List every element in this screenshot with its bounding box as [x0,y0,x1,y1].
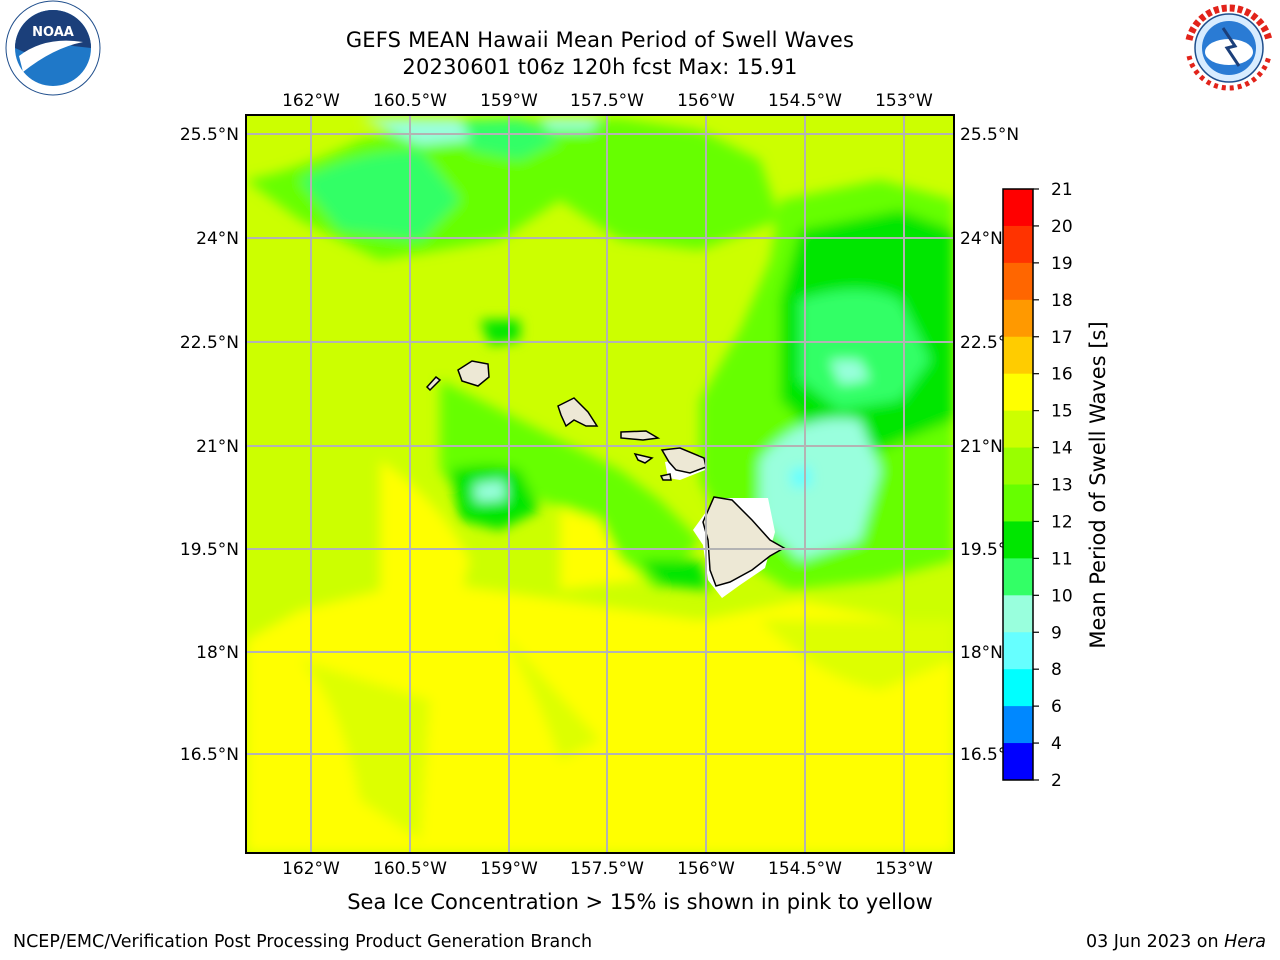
colorbar-tick-label: 18 [1051,291,1073,311]
colorbar-ticks: 21 20 19 18 17 16 15 14 13 12 11 10 9 8 6 4 2 [1033,180,1073,791]
colorbar-tick-label: 16 [1051,365,1073,385]
colorbar-swatch [1003,521,1033,559]
lon-label-top: 160.5°W [373,91,447,111]
svg-text:NOAA: NOAA [32,25,74,40]
footer-host: Hera [1224,932,1266,952]
footer-credit: NCEP/EMC/Verification Post Processing Pr… [13,932,593,952]
colorbar-swatch [1003,410,1033,449]
swell-period-field [246,115,954,853]
lon-label-top: 162°W [282,91,340,111]
lat-label-left: 24°N [196,229,239,249]
lon-label-bottom: 157.5°W [570,859,644,879]
colorbar-tick-label: 21 [1051,180,1073,200]
lon-label-top: 159°W [480,91,538,111]
lon-label-bottom: 160.5°W [373,859,447,879]
hawaiian-islands [425,360,786,587]
colorbar-tick-label: 6 [1051,697,1062,717]
colorbar-swatch [1003,447,1033,485]
footer-date: 03 Jun 2023 on Hera [1086,932,1266,952]
lon-label-bottom: 153°W [875,859,933,879]
lat-label-left: 18°N [196,643,239,663]
graticule [246,115,954,853]
colorbar-swatch [1003,189,1033,227]
lat-labels-left: 25.5°N 24°N 22.5°N 21°N 19.5°N 18°N 16.5°N [180,125,239,765]
lon-labels-top: 162°W 160.5°W 159°W 157.5°W 156°W 154.5°W 153°… [282,91,933,111]
colorbar-tick-label: 14 [1051,439,1073,459]
colorbar [1002,188,1034,781]
lon-label-bottom: 154.5°W [768,859,842,879]
map-caption: Sea Ice Concentration > 15% is shown in … [347,890,933,914]
colorbar-tick-label: 19 [1051,254,1073,274]
colorbar-swatch [1003,669,1033,707]
lat-label-right: 25.5°N [960,125,1019,145]
colorbar-tick-label: 10 [1051,586,1073,606]
colorbar-tick-label: 2 [1051,771,1062,791]
chart-subtitle: 20230601 t06z 120h fcst Max: 15.91 [402,55,798,79]
lat-label-right: 21°N [960,437,1003,457]
lon-label-top: 154.5°W [768,91,842,111]
colorbar-swatch [1003,632,1033,670]
colorbar-tick-label: 20 [1051,217,1073,237]
lon-labels-bottom: 162°W 160.5°W 159°W 157.5°W 156°W 154.5°W 153°… [282,859,933,879]
footer-date-text: 03 Jun 2023 on [1085,932,1225,952]
colorbar-swatch [1003,743,1033,781]
lat-label-right: 18°N [960,643,1003,663]
map-frame [245,114,955,854]
lon-label-top: 156°W [677,91,735,111]
lat-label-right: 24°N [960,229,1003,249]
lon-label-bottom: 162°W [282,859,340,879]
lat-label-left: 22.5°N [180,333,239,353]
colorbar-tick-label: 8 [1051,660,1062,680]
colorbar-swatch [1003,336,1033,375]
lon-label-bottom: 156°W [677,859,735,879]
lat-label-left: 21°N [196,437,239,457]
colorbar-tick-label: 17 [1051,328,1073,348]
colorbar-tick-label: 15 [1051,402,1073,422]
noaa-logo: NOAA [5,0,101,96]
lon-label-top: 157.5°W [570,91,644,111]
nws-logo [1183,2,1275,94]
colorbar-swatch [1003,484,1033,522]
colorbar-tick-label: 12 [1051,512,1073,532]
colorbar-swatch [1003,373,1033,412]
colorbar-tick-label: 9 [1051,623,1062,643]
lat-label-left: 25.5°N [180,125,239,145]
lat-label-left: 19.5°N [180,540,239,560]
colorbar-tick-label: 4 [1051,734,1062,754]
chart-title: GEFS MEAN Hawaii Mean Period of Swell Wa… [345,28,855,52]
colorbar-swatch [1003,225,1033,264]
lon-label-bottom: 159°W [480,859,538,879]
colorbar-label: Mean Period of Swell Waves [s] [1086,321,1110,648]
lat-label-left: 16.5°N [180,745,239,765]
colorbar-tick-label: 11 [1051,549,1073,569]
colorbar-swatch [1003,595,1033,633]
lon-label-top: 153°W [875,91,933,111]
colorbar-tick-label: 13 [1051,476,1073,496]
colorbar-swatch [1003,299,1033,338]
colorbar-swatch [1003,558,1033,596]
colorbar-swatch [1003,262,1033,301]
colorbar-swatch [1003,706,1033,744]
